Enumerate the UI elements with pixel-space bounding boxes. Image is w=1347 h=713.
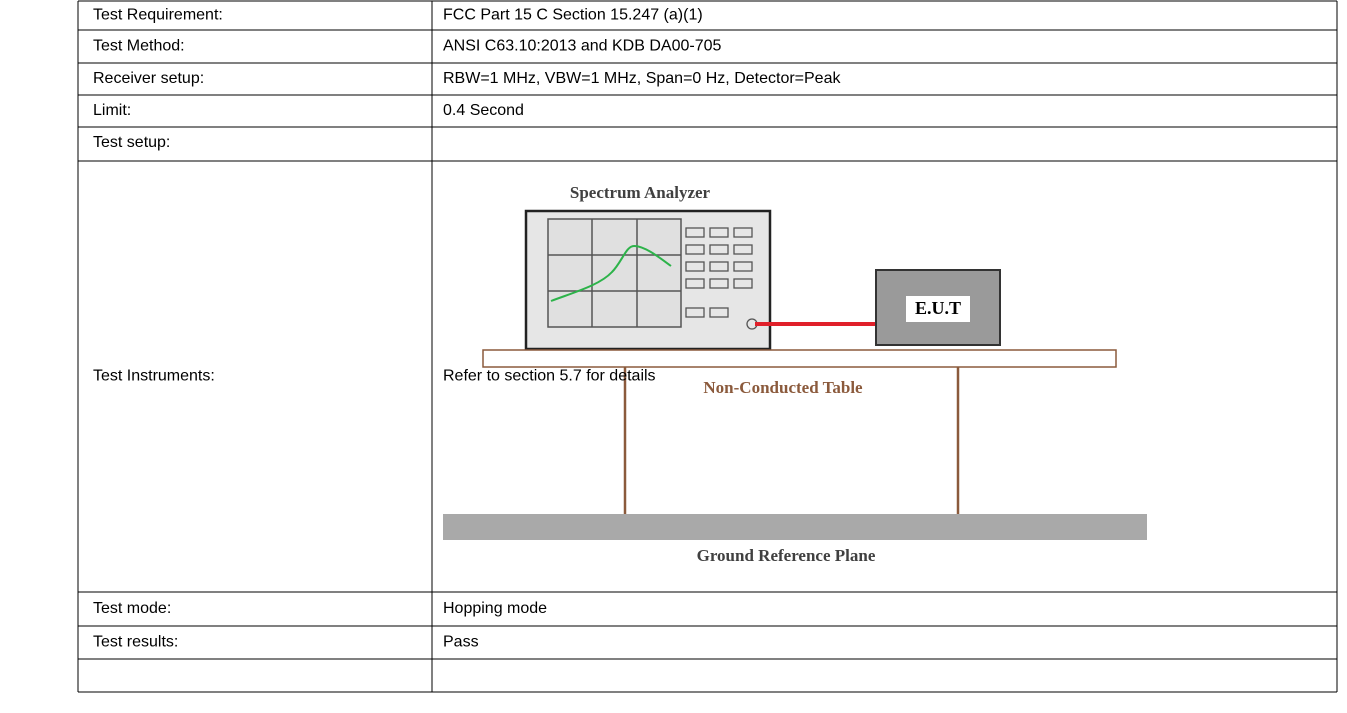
analyzer-label: Spectrum Analyzer (570, 183, 711, 202)
table-label: Non-Conducted Table (703, 378, 863, 397)
analyzer-buttons (685, 227, 758, 330)
row-value: RBW=1 MHz, VBW=1 MHz, Span=0 Hz, Detecto… (443, 70, 841, 87)
row-label: Test Method: (93, 38, 185, 55)
row-value: Hopping mode (443, 600, 547, 617)
row-value: ANSI C63.10:2013 and KDB DA00-705 (443, 38, 722, 55)
ground-label: Ground Reference Plane (697, 546, 876, 565)
analyzer-screen (547, 218, 682, 328)
setup-diagram: Spectrum Analyzer E.U.T Non-Conducted Ta… (443, 183, 1147, 565)
row-label: Test Requirement: (93, 7, 223, 24)
row-label: Test Instruments: (93, 368, 215, 385)
screen-grid (548, 219, 681, 327)
row-label: Test setup: (93, 134, 170, 151)
row-label: Receiver setup: (93, 70, 204, 87)
table-top (482, 349, 1117, 368)
eut-label: E.U.T (915, 298, 961, 318)
row-label: Test mode: (93, 600, 171, 617)
row-value: Pass (443, 634, 479, 651)
row-label: Test results: (93, 634, 178, 651)
row-value: 0.4 Second (443, 102, 524, 119)
eut-label-bg (906, 296, 970, 322)
row-label: Limit: (93, 102, 131, 119)
ground-plane (443, 514, 1147, 540)
screen-trace (550, 244, 672, 302)
row-value: Refer to section 5.7 for details (443, 368, 656, 385)
row-value: FCC Part 15 C Section 15.247 (a)(1) (443, 7, 703, 24)
